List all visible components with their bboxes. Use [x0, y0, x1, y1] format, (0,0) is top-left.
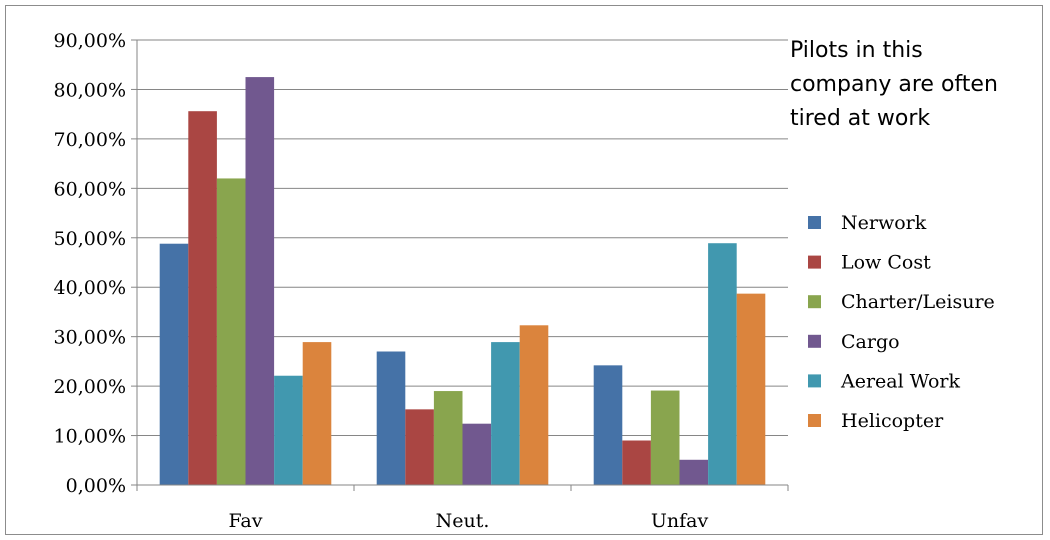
y-tick-labels: 0,00% 10,00% 20,00% 30,00% 40,00% 50,00% 60,00… — [54, 30, 126, 497]
bar-helicopter-fav — [302, 342, 332, 485]
legend-label: Helicopter — [841, 410, 944, 432]
bar-charter-leisure-neut — [433, 391, 463, 485]
y-tick-label: 20,00% — [54, 376, 126, 398]
legend-swatch — [808, 255, 821, 269]
y-tick-label: 60,00% — [54, 178, 126, 200]
legend: Nerwork Low Cost Charter/Leisure Cargo Aerea… — [808, 212, 995, 432]
legend-swatch — [808, 374, 821, 388]
bar-cargo-fav — [245, 77, 275, 485]
x-category-label: Neut. — [436, 510, 490, 532]
legend-label: Cargo — [841, 331, 900, 353]
x-category-label: Fav — [229, 510, 263, 532]
y-tick-label: 80,00% — [54, 79, 126, 101]
chart-title-line: Pilots in this — [790, 38, 923, 63]
bar-charter-leisure-unfav — [650, 390, 680, 485]
chart-title-line: company are often — [790, 72, 998, 97]
legend-label: Low Cost — [841, 252, 931, 274]
legend-label: Charter/Leisure — [841, 291, 995, 313]
bar-low-cost-neut — [405, 409, 434, 485]
y-tick-label: 70,00% — [54, 129, 126, 151]
bar-helicopter-unfav — [736, 293, 766, 485]
bar-nerwork-neut — [376, 351, 406, 485]
legend-swatch — [808, 216, 821, 229]
bar-low-cost-fav — [188, 111, 217, 485]
bar-helicopter-neut — [519, 325, 549, 485]
legend-swatch — [808, 414, 821, 427]
bar-aereal-work-unfav — [708, 243, 737, 485]
bar-nerwork-unfav — [593, 365, 623, 485]
chart-title: Pilots in this company are often tired at … — [790, 38, 998, 131]
x-category-label: Unfav — [651, 510, 709, 532]
legend-label: Nerwork — [841, 212, 927, 234]
bar-low-cost-unfav — [622, 440, 651, 485]
bars — [159, 77, 766, 485]
bar-cargo-unfav — [679, 459, 709, 485]
legend-swatch — [808, 295, 821, 309]
bar-charter-leisure-fav — [216, 178, 246, 485]
bar-cargo-neut — [462, 423, 492, 485]
legend-swatch — [808, 334, 821, 348]
y-tick-label: 0,00% — [66, 475, 126, 497]
x-tick-labels: Fav Neut. Unfav — [229, 510, 709, 532]
y-tick-label: 30,00% — [54, 327, 126, 349]
bar-nerwork-fav — [159, 243, 189, 485]
y-tick-label: 40,00% — [54, 277, 126, 299]
legend-label: Aereal Work — [840, 370, 960, 392]
chart-title-line: tired at work — [790, 106, 930, 131]
axes — [136, 40, 789, 491]
bar-aereal-work-neut — [491, 342, 520, 485]
y-tick-label: 10,00% — [54, 426, 126, 448]
y-tick-label: 90,00% — [54, 30, 126, 52]
y-tick-label: 50,00% — [54, 228, 126, 250]
bar-aereal-work-fav — [274, 375, 303, 485]
